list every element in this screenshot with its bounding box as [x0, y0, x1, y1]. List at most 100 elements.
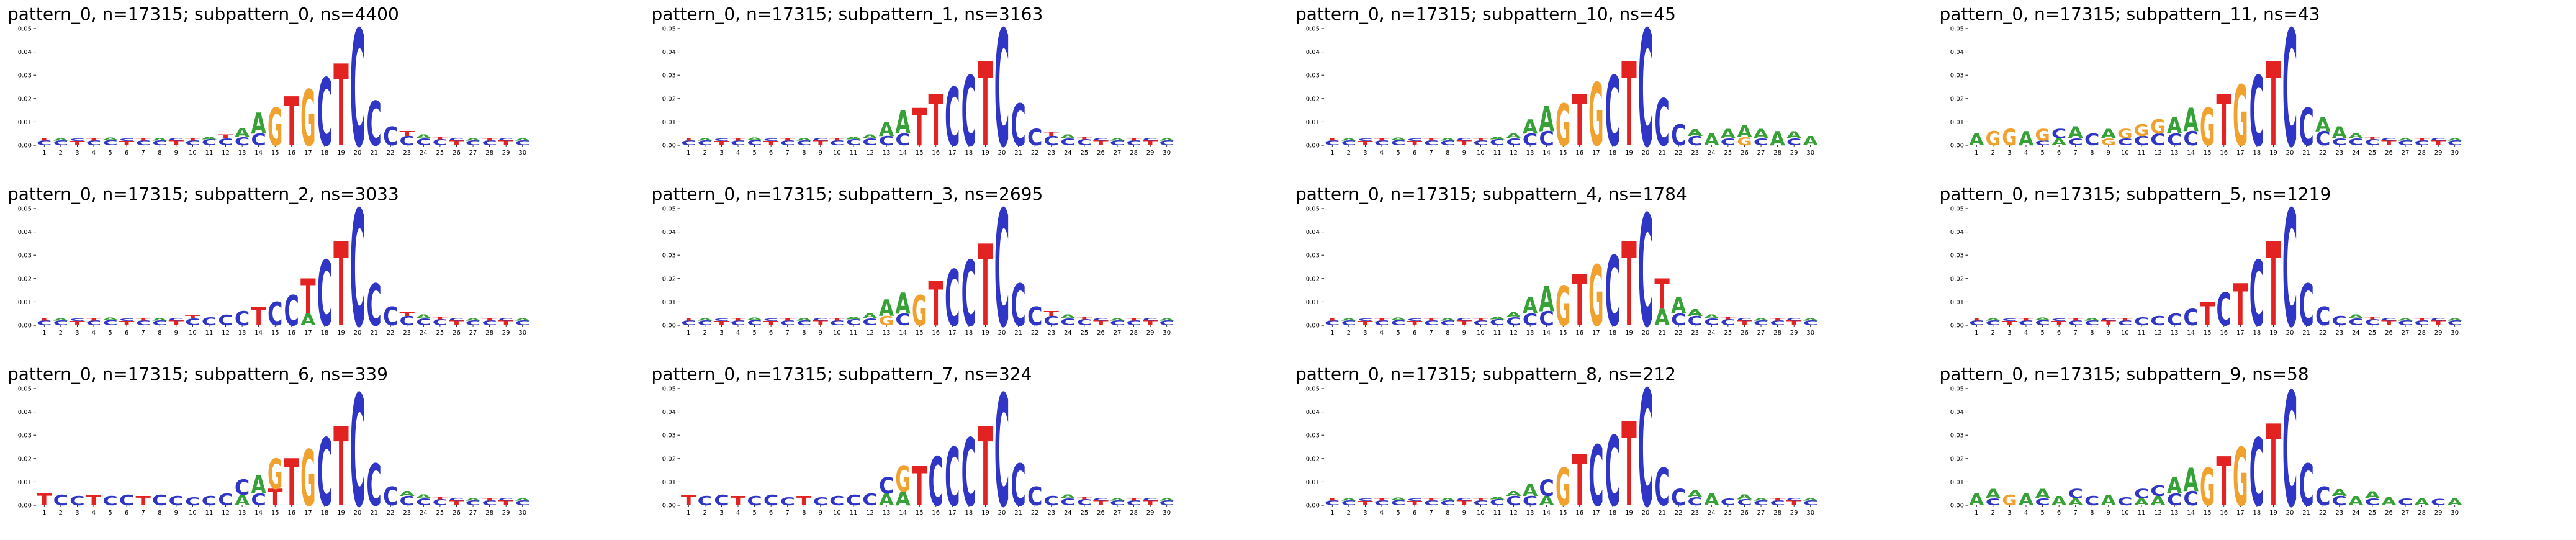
logo-letter-A: A	[2068, 497, 2083, 508]
logo-letter-C: C	[119, 138, 134, 142]
logo-letter-C: C	[1407, 138, 1422, 142]
logo-letter-A: A	[1985, 487, 2000, 502]
x-tick-label: 11	[2137, 510, 2145, 516]
x-tick-label: 11	[205, 510, 214, 516]
x-tick-label: 5	[108, 330, 112, 336]
logo-letter-C: C	[2315, 128, 2330, 150]
logo-letter-C: C	[102, 318, 117, 326]
x-tick-label: 18	[1609, 330, 1617, 336]
x-tick-label: 1	[1330, 150, 1334, 156]
logo-letter-T: T	[928, 269, 943, 340]
sequence-logo-plot: 0.000.010.020.030.040.051CT2CA3TC4CT5CA6…	[1950, 205, 2462, 341]
x-tick-label: 11	[849, 150, 857, 156]
logo-letter-A: A	[1671, 293, 1686, 319]
logo-letter-C: C	[1142, 138, 1157, 142]
logo-letter-A: A	[515, 318, 530, 322]
logo-letter-T: T	[2233, 271, 2248, 339]
logo-letter-C: C	[218, 490, 233, 509]
y-tick-label: 0.05	[1306, 386, 1320, 393]
x-tick-label: 2	[703, 330, 706, 336]
logo-letter-C: C	[829, 139, 844, 146]
logo-letter-C: C	[498, 498, 513, 502]
x-tick-label: 16	[287, 510, 295, 516]
x-tick-label: 19	[2269, 510, 2277, 516]
logo-letter-C: C	[1523, 310, 1538, 329]
logo-letter-T: T	[1621, 399, 1636, 521]
logo-title: pattern_0, n=17315; subpattern_0, ns=440…	[7, 4, 399, 24]
x-tick-label: 8	[158, 150, 161, 156]
x-tick-label: 27	[469, 150, 477, 156]
logo-letter-C: C	[994, 25, 1009, 161]
logo-letter-C: C	[1093, 318, 1108, 322]
logo-letter-C: C	[1341, 139, 1356, 146]
logo-letter-T: T	[1721, 317, 1736, 320]
x-tick-label: 9	[2106, 330, 2110, 336]
x-tick-label: 18	[965, 330, 973, 336]
logo-letter-G: G	[1556, 276, 1570, 339]
logo-letter-C: C	[2397, 497, 2412, 508]
x-tick-label: 22	[387, 330, 395, 336]
logo-letter-C: C	[202, 138, 217, 147]
logo-letter-G: G	[1737, 135, 1752, 148]
logo-letter-A: A	[1786, 129, 1802, 140]
logo-letter-A: A	[1803, 498, 1819, 502]
x-tick-label: 7	[141, 150, 145, 156]
x-tick-label: 17	[1592, 330, 1600, 336]
logo-letter-T: T	[1473, 138, 1488, 142]
logo-letter-G: G	[1556, 457, 1570, 517]
x-tick-label: 27	[469, 510, 477, 516]
logo-letter-C: C	[1473, 499, 1488, 506]
sequence-logo-plot: 0.000.010.020.030.040.051CT2CA3TC4CT5CA6…	[1306, 25, 1818, 161]
logo-letter-T: T	[498, 319, 514, 326]
logo-letter-T: T	[2002, 320, 2017, 326]
x-tick-label: 24	[420, 510, 428, 516]
logo-letter-C: C	[1770, 499, 1785, 506]
y-tick-label: 0.00	[662, 323, 675, 330]
logo-letter-T: T	[1093, 319, 1109, 326]
logo-letter-A: A	[1704, 130, 1719, 149]
logo-letter-T: T	[1126, 138, 1141, 142]
y-tick-label: 0.05	[1950, 386, 1963, 393]
y-tick-label: 0.01	[1950, 479, 1963, 486]
x-tick-label: 30	[1163, 150, 1171, 156]
logo-letter-C: C	[747, 138, 762, 146]
logo-letter-C: C	[449, 498, 464, 502]
logo-letter-A: A	[1523, 293, 1538, 319]
logo-letter-C: C	[1737, 498, 1752, 507]
logo-letter-C: C	[317, 243, 332, 341]
logo-letter-T: T	[1142, 319, 1158, 326]
logo-letter-A: A	[1803, 133, 1818, 148]
x-tick-label: 14	[2187, 150, 2195, 156]
sequence-logo-plot: 0.000.010.020.030.040.051CT2CA3TC4CT5CA6…	[1306, 205, 1818, 341]
logo-letter-C: C	[2117, 137, 2132, 148]
logo-letter-C: C	[383, 482, 398, 511]
x-tick-label: 24	[2351, 150, 2359, 156]
logo-letter-C: C	[53, 319, 68, 326]
logo-letter-A: A	[2447, 138, 2462, 142]
x-tick-label: 13	[1526, 330, 1534, 336]
x-tick-label: 29	[502, 510, 510, 516]
logo-letter-T: T	[912, 456, 927, 519]
logo-letter-T: T	[400, 312, 415, 317]
x-tick-label: 17	[948, 330, 956, 336]
logo-letter-A: A	[300, 310, 316, 329]
x-tick-label: 27	[1757, 330, 1765, 336]
logo-letter-C: C	[2299, 97, 2313, 157]
logo-letter-C: C	[2397, 139, 2412, 146]
logo-letter-A: A	[1490, 136, 1505, 140]
logo-letter-C: C	[2084, 319, 2099, 326]
logo-letter-G: G	[1588, 248, 1603, 341]
logo-letter-T: T	[433, 137, 448, 140]
logo-letter-C: C	[730, 319, 745, 326]
logo-letter-T: T	[1374, 138, 1389, 142]
x-tick-label: 2	[1347, 330, 1351, 336]
x-tick-label: 17	[304, 330, 312, 336]
x-tick-label: 18	[321, 150, 329, 156]
x-tick-label: 23	[403, 510, 411, 516]
x-tick-label: 15	[915, 150, 923, 156]
x-tick-label: 13	[882, 510, 890, 516]
x-tick-label: 21	[1658, 150, 1666, 156]
logo-letter-C: C	[1671, 310, 1686, 329]
logo-letter-C: C	[2364, 318, 2379, 327]
